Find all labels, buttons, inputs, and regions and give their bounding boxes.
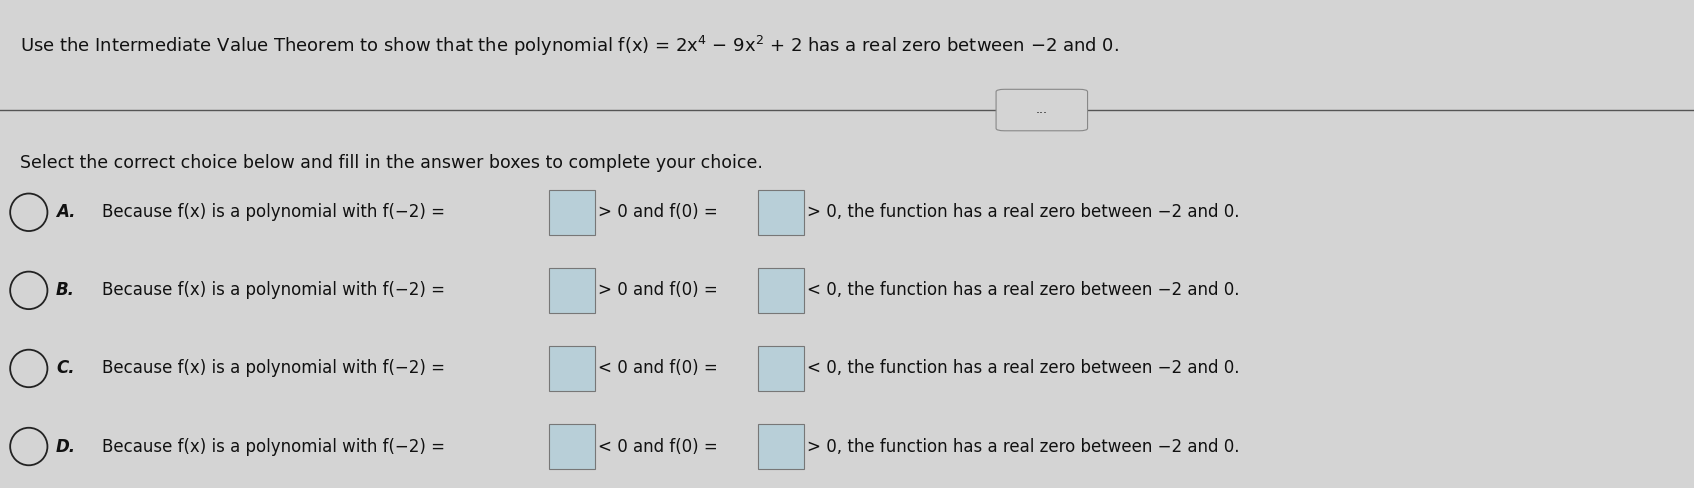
FancyBboxPatch shape xyxy=(757,268,803,313)
FancyBboxPatch shape xyxy=(549,346,595,391)
Text: > 0, the function has a real zero between −2 and 0.: > 0, the function has a real zero betwee… xyxy=(806,203,1240,221)
Text: ...: ... xyxy=(1035,103,1049,116)
Text: > 0 and f(0) =: > 0 and f(0) = xyxy=(598,282,723,299)
Text: Because f(x) is a polynomial with f(−2) =: Because f(x) is a polynomial with f(−2) … xyxy=(102,360,451,377)
Text: < 0, the function has a real zero between −2 and 0.: < 0, the function has a real zero betwee… xyxy=(806,282,1240,299)
Text: < 0 and f(0) =: < 0 and f(0) = xyxy=(598,360,723,377)
Text: Because f(x) is a polynomial with f(−2) =: Because f(x) is a polynomial with f(−2) … xyxy=(102,282,451,299)
FancyBboxPatch shape xyxy=(757,424,803,469)
Text: > 0, the function has a real zero between −2 and 0.: > 0, the function has a real zero betwee… xyxy=(806,438,1240,455)
Text: Because f(x) is a polynomial with f(−2) =: Because f(x) is a polynomial with f(−2) … xyxy=(102,203,451,221)
Text: Use the Intermediate Value Theorem to show that the polynomial f(x) = 2x$^{4}$ −: Use the Intermediate Value Theorem to sh… xyxy=(20,34,1120,58)
FancyBboxPatch shape xyxy=(757,346,803,391)
FancyBboxPatch shape xyxy=(549,268,595,313)
Text: Because f(x) is a polynomial with f(−2) =: Because f(x) is a polynomial with f(−2) … xyxy=(102,438,451,455)
Text: C.: C. xyxy=(56,360,75,377)
Text: B.: B. xyxy=(56,282,75,299)
Text: < 0 and f(0) =: < 0 and f(0) = xyxy=(598,438,723,455)
Text: Select the correct choice below and fill in the answer boxes to complete your ch: Select the correct choice below and fill… xyxy=(20,154,764,172)
Text: < 0, the function has a real zero between −2 and 0.: < 0, the function has a real zero betwee… xyxy=(806,360,1240,377)
FancyBboxPatch shape xyxy=(549,424,595,469)
Text: > 0 and f(0) =: > 0 and f(0) = xyxy=(598,203,723,221)
FancyBboxPatch shape xyxy=(757,190,803,235)
Text: A.: A. xyxy=(56,203,76,221)
FancyBboxPatch shape xyxy=(996,89,1088,131)
Text: D.: D. xyxy=(56,438,76,455)
FancyBboxPatch shape xyxy=(549,190,595,235)
